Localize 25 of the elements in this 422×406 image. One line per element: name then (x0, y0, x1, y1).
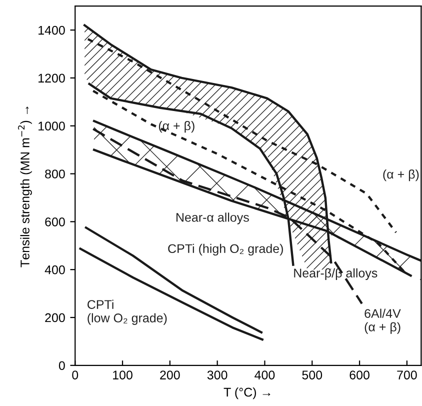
x-tick-label: 0 (72, 370, 78, 380)
y-tick-label: 200 (45, 313, 65, 322)
y-tick-label: 800 (45, 170, 65, 178)
x-tick-label: 400 (254, 370, 275, 380)
annotation: 6Al/4V (α + β) (364, 308, 401, 334)
y-tick-label: 1200 (38, 74, 65, 83)
x-tick-label: 500 (302, 370, 322, 380)
annotation: Near-β/β alloys (294, 268, 378, 280)
annotation: Near-α alloys (176, 212, 249, 224)
annotation: CPTi (low O₂ grade) (88, 300, 167, 325)
annotation: CPTi (high O₂ grade) (168, 244, 283, 256)
annotation: (α + β) (158, 120, 194, 133)
x-tick-label: 300 (207, 370, 228, 380)
y-axis-title: Tensile strength (MN m$^{−2}$) → (18, 106, 32, 268)
x-axis-title: T (°C) → (224, 387, 270, 400)
y-tick-label: 1400 (38, 26, 65, 35)
x-tick-label: 700 (397, 370, 417, 380)
y-tick-label: 0 (58, 361, 65, 370)
x-tick-label: 600 (350, 370, 370, 380)
y-tick-label: 600 (45, 217, 65, 226)
annotation: (α + β) (383, 170, 419, 182)
x-tick-label: 100 (113, 370, 132, 380)
x-tick-label: 200 (160, 370, 180, 380)
y-tick-label: 400 (44, 265, 65, 274)
y-tick-label: 1000 (38, 122, 65, 131)
